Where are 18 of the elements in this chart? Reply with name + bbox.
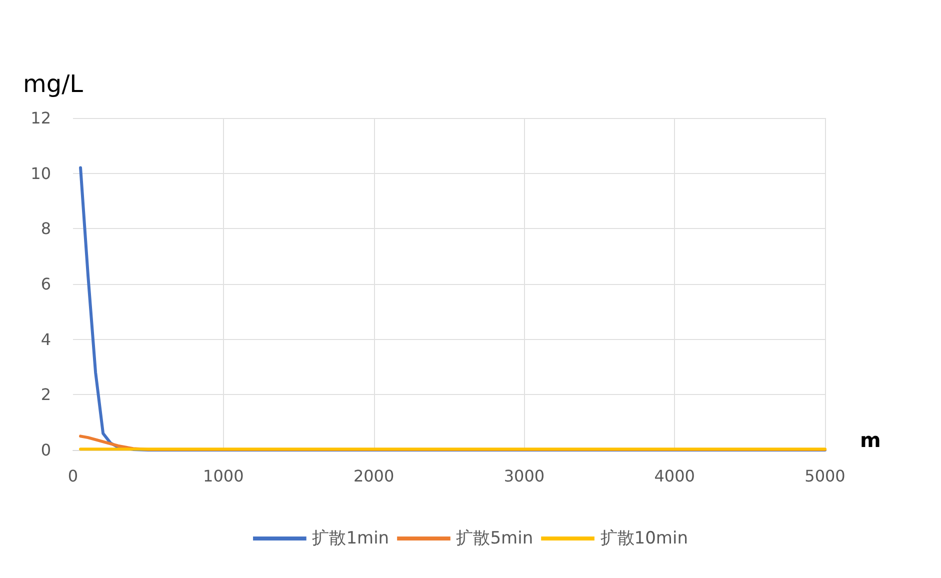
y-axis-title: mg/L xyxy=(22,70,84,98)
y-tick-label: 4 xyxy=(40,330,51,349)
x-tick-label: 2000 xyxy=(353,466,394,486)
legend-label: 扩散1min xyxy=(312,528,390,548)
x-tick-label: 0 xyxy=(68,466,78,486)
x-axis-title: m xyxy=(860,428,881,452)
y-tick-label: 2 xyxy=(40,385,51,404)
y-tick-label: 12 xyxy=(30,108,51,128)
y-tick-label: 8 xyxy=(40,219,51,238)
x-tick-label: 5000 xyxy=(804,466,846,486)
y-tick-label: 0 xyxy=(40,440,51,460)
x-tick-label: 1000 xyxy=(203,466,244,486)
x-tick-label: 3000 xyxy=(504,466,545,486)
y-tick-label: 6 xyxy=(40,274,51,294)
legend-label: 扩散5min xyxy=(456,528,534,548)
x-tick-label: 4000 xyxy=(654,466,695,486)
y-tick-label: 10 xyxy=(30,164,51,183)
legend-label: 扩散10min xyxy=(600,528,688,548)
